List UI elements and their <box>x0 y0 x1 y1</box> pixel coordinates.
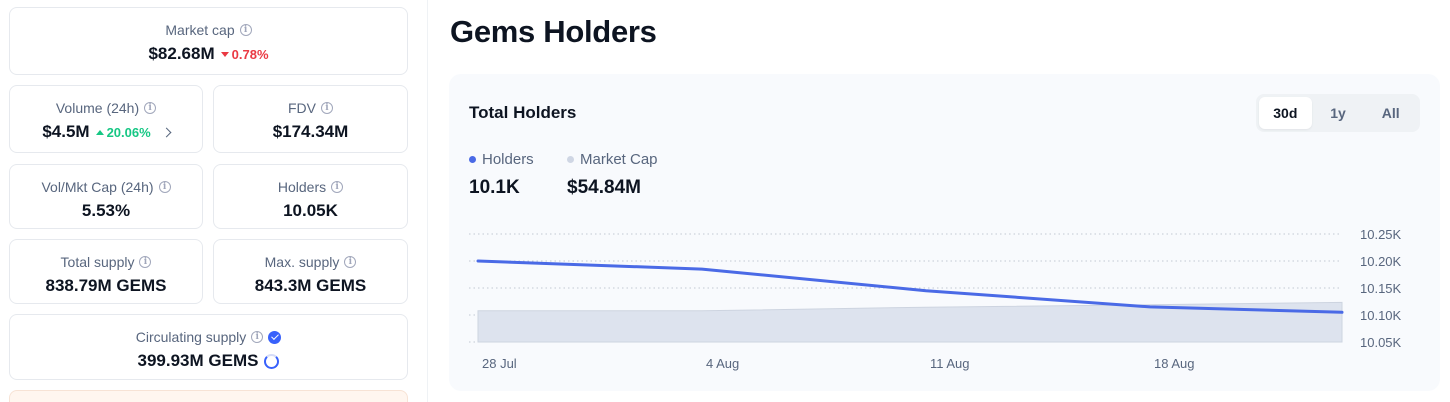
caret-up-icon <box>95 129 104 135</box>
legend-holders-value: 10.1K <box>469 177 520 198</box>
volume-label: Volume (24h) <box>55 100 140 116</box>
total-supply-label: Total supply <box>60 254 135 270</box>
y-tick-label: 10.15K <box>1360 281 1402 296</box>
holders-value: 10.05K <box>283 201 338 220</box>
market-cap-change: 0.78% <box>220 47 269 62</box>
x-tick-label: 18 Aug <box>1154 356 1195 371</box>
info-icon[interactable]: i <box>144 102 157 114</box>
holders-dot-icon <box>469 156 476 163</box>
total-supply-value: 838.79M GEMS <box>45 276 167 295</box>
chevron-right-icon[interactable] <box>161 127 172 137</box>
progress-ring-icon <box>264 353 280 369</box>
max-supply-label: Max. supply <box>264 254 340 270</box>
holders-card: Holders i 10.05K <box>213 164 408 229</box>
legend-market-cap[interactable]: Market Cap <box>567 151 658 168</box>
info-icon[interactable]: i <box>139 256 152 268</box>
legend-holders-label: Holders <box>482 151 534 168</box>
volume-card[interactable]: Volume (24h) i $4.5M 20.06% <box>9 85 203 153</box>
circulating-supply-card: Circulating supply i 399.93M GEMS <box>9 314 408 380</box>
max-supply-value: 843.3M GEMS <box>254 276 367 295</box>
circulating-supply-value: 399.93M GEMS <box>137 351 259 370</box>
vol-mkt-cap-card: Vol/Mkt Cap (24h) i 5.53% <box>9 164 203 229</box>
stats-column: Market cap i $82.68M 0.78% Volume (24h) i … <box>0 0 428 402</box>
info-icon[interactable]: i <box>344 256 357 268</box>
fdv-card: FDV i $174.34M <box>213 85 408 153</box>
max-supply-card: Max. supply i 843.3M GEMS <box>213 239 408 304</box>
market-cap-value: $82.68M <box>148 44 215 63</box>
y-tick-label: 10.10K <box>1360 308 1402 323</box>
legend-market-cap-value: $54.84M <box>567 177 641 198</box>
holders-chart-panel: Total Holders 30d 1y All Holders 10.1K M… <box>449 74 1440 391</box>
legend-holders[interactable]: Holders <box>469 151 534 168</box>
fdv-value: $174.34M <box>272 122 349 141</box>
x-tick-label: 28 Jul <box>482 356 517 371</box>
circulating-supply-label: Circulating supply <box>135 329 247 345</box>
total-supply-card: Total supply i 838.79M GEMS <box>9 239 203 304</box>
volume-change: 20.06% <box>95 125 151 140</box>
tab-1y[interactable]: 1y <box>1330 105 1346 121</box>
panel-title: Total Holders <box>469 103 577 122</box>
market-cap-area <box>477 301 1343 343</box>
caret-down-icon <box>220 51 229 57</box>
market-cap-card: Market cap i $82.68M 0.78% <box>9 7 408 75</box>
verified-icon <box>268 330 282 344</box>
fdv-label: FDV <box>288 100 316 116</box>
promo-card-partial <box>9 390 408 402</box>
info-icon[interactable]: i <box>158 181 171 193</box>
range-tabs: 30d 1y All <box>1256 94 1420 132</box>
info-icon[interactable]: i <box>251 331 264 343</box>
y-tick-label: 10.25K <box>1360 227 1402 242</box>
info-icon[interactable]: i <box>239 24 252 36</box>
holders-chart[interactable]: 10.25K 10.20K 10.15K 10.10K 10.05K 28 Jul 4 Au… <box>449 74 1440 391</box>
tab-30d[interactable]: 30d <box>1259 97 1312 129</box>
tab-all[interactable]: All <box>1381 105 1400 121</box>
x-tick-label: 4 Aug <box>706 356 739 371</box>
vol-mkt-cap-label: Vol/Mkt Cap (24h) <box>41 179 154 195</box>
info-icon[interactable]: i <box>331 181 344 193</box>
info-icon[interactable]: i <box>321 102 333 114</box>
y-tick-label: 10.05K <box>1360 335 1402 350</box>
holders-label: Holders <box>277 179 327 195</box>
volume-value: $4.5M <box>42 122 90 141</box>
y-tick-label: 10.20K <box>1360 254 1402 269</box>
market-cap-dot-icon <box>567 156 574 163</box>
holders-line <box>476 259 1344 314</box>
market-cap-label: Market cap <box>165 22 235 38</box>
section-title: Gems Holders <box>450 14 657 49</box>
x-tick-label: 11 Aug <box>930 356 970 371</box>
legend-market-cap-label: Market Cap <box>580 151 658 168</box>
vol-mkt-cap-value: 5.53% <box>81 201 131 220</box>
